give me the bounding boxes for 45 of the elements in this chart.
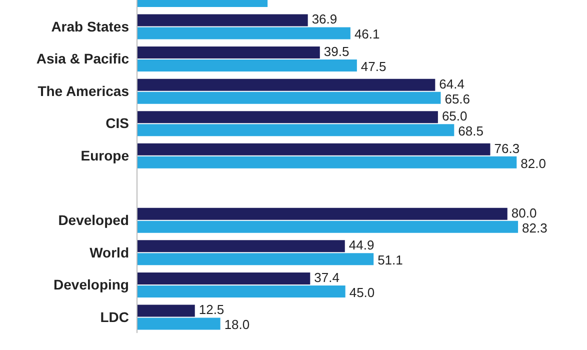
data-label: 12.5 [198,302,224,318]
data-label: 82.0 [520,156,546,171]
data-label: 45.0 [349,284,375,300]
data-label: 46.1 [354,26,380,42]
y-tick-label: Developed [58,212,129,228]
bar [137,14,308,26]
data-label: 44.9 [348,238,374,253]
y-tick-label: The Americas [38,82,130,99]
y-tick-label: LDC [100,308,129,325]
bar [137,253,374,266]
data-label: 82.3 [522,220,548,236]
bar [137,143,490,156]
data-label: 65.0 [442,108,468,124]
data-label: 39.5 [324,44,350,59]
bar [137,240,345,252]
y-tick-label: Arab States [51,18,130,34]
bar [137,220,518,233]
bar [137,318,220,330]
bar [137,272,310,284]
bar [137,304,195,317]
data-label: 51.1 [378,252,403,268]
y-tick-label: World [90,244,129,260]
data-label: 37.4 [314,270,340,285]
bar [137,111,438,124]
bar [137,78,436,91]
data-label: 36.9 [312,12,338,27]
data-label: 18.0 [224,317,250,332]
bar [137,92,441,104]
bar [137,46,320,59]
y-tick-label: CIS [106,115,129,132]
bar [137,60,357,72]
data-label: 76.3 [494,140,520,156]
bar [137,124,454,136]
bar [137,208,508,220]
data-label: 65.6 [444,91,470,106]
y-tick-label: Europe [80,147,130,164]
bar [137,156,517,168]
y-tick-label: Developing [54,276,129,293]
bar [137,27,350,40]
bar [137,285,346,298]
data-label: 80.0 [511,205,537,220]
y-tick-label: Asia & Pacific [36,50,130,67]
data-label: 64.4 [439,76,464,92]
data-label: 47.5 [360,58,386,74]
data-label: 68.5 [458,124,484,139]
